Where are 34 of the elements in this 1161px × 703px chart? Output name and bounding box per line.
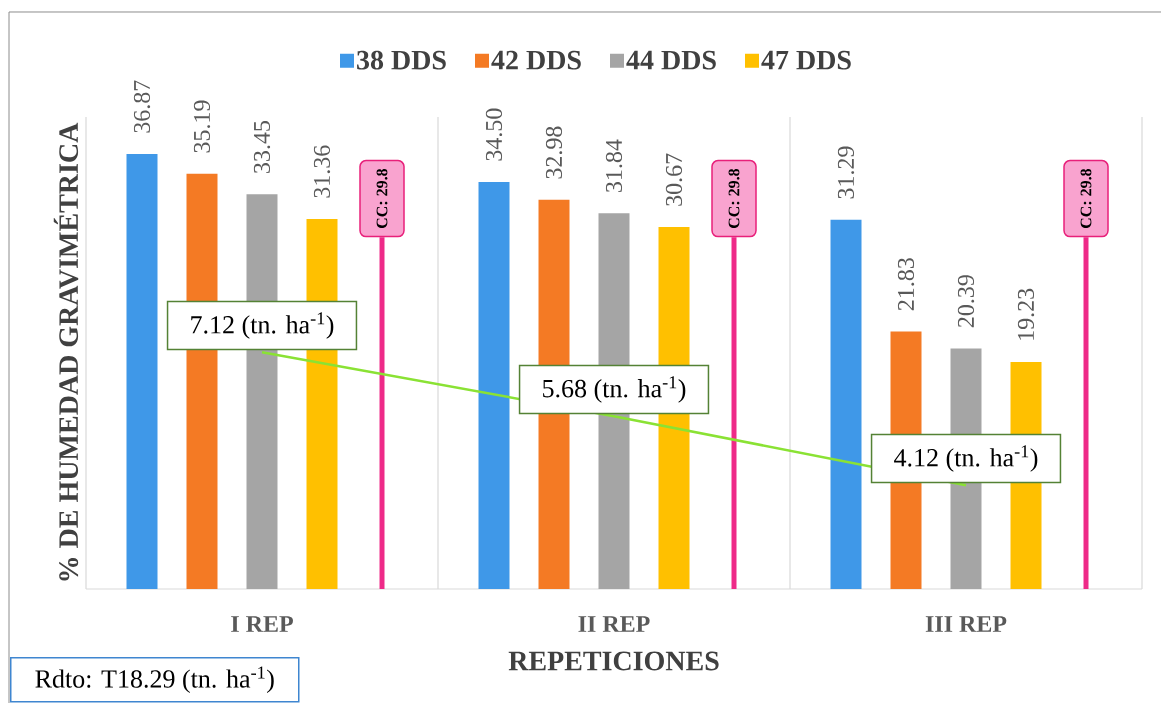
bar bbox=[731, 237, 737, 589]
data-label: 35.19 bbox=[193, 100, 211, 153]
data-label: 31.84 bbox=[605, 139, 623, 192]
x-tick-label: II REP bbox=[578, 616, 650, 632]
bar bbox=[1083, 237, 1089, 589]
data-label: 4.12 (tn. ha$^{-1}$) bbox=[894, 445, 1038, 472]
data-label: 20.39 bbox=[957, 275, 975, 328]
data-label: 21.83 bbox=[897, 258, 915, 311]
data-label: CC: 29.8 bbox=[728, 168, 740, 229]
bar bbox=[379, 237, 385, 589]
data-label: 36.87 bbox=[133, 80, 151, 133]
legend-label: 38 DDS bbox=[357, 50, 446, 70]
data-label: 5.68 (tn. ha$^{-1}$) bbox=[543, 376, 686, 403]
x-axis-title: REPETICIONES bbox=[508, 651, 719, 671]
data-label: CC: 29.8 bbox=[376, 168, 388, 229]
data-label: 33.45 bbox=[253, 121, 271, 173]
legend-label: 47 DDS bbox=[761, 50, 851, 70]
bar bbox=[126, 153, 158, 589]
bar bbox=[830, 219, 862, 589]
data-label: 32.98 bbox=[545, 126, 563, 179]
data-label: 31.36 bbox=[313, 145, 331, 198]
data-label: CC: 29.8 bbox=[1080, 168, 1092, 229]
y-axis-title: % DE HUMEDAD GRAVIMÉTRICA bbox=[53, 122, 79, 581]
data-label: 30.67 bbox=[665, 153, 683, 206]
text: Rdto: T18.29 (tn. ha$^{-1}$) bbox=[35, 666, 274, 694]
x-tick-label: III REP bbox=[925, 616, 1007, 632]
legend-label: 42 DDS bbox=[491, 50, 581, 70]
data-label: 19.23 bbox=[1017, 288, 1035, 340]
x-tick-label: I REP bbox=[231, 616, 293, 632]
data-label: 31.29 bbox=[837, 146, 855, 199]
data-label: 7.12 (tn. ha$^{-1}$) bbox=[191, 312, 334, 339]
legend-label: 44 DDS bbox=[626, 50, 716, 70]
bar bbox=[478, 181, 510, 589]
data-label: 34.50 bbox=[485, 108, 503, 161]
